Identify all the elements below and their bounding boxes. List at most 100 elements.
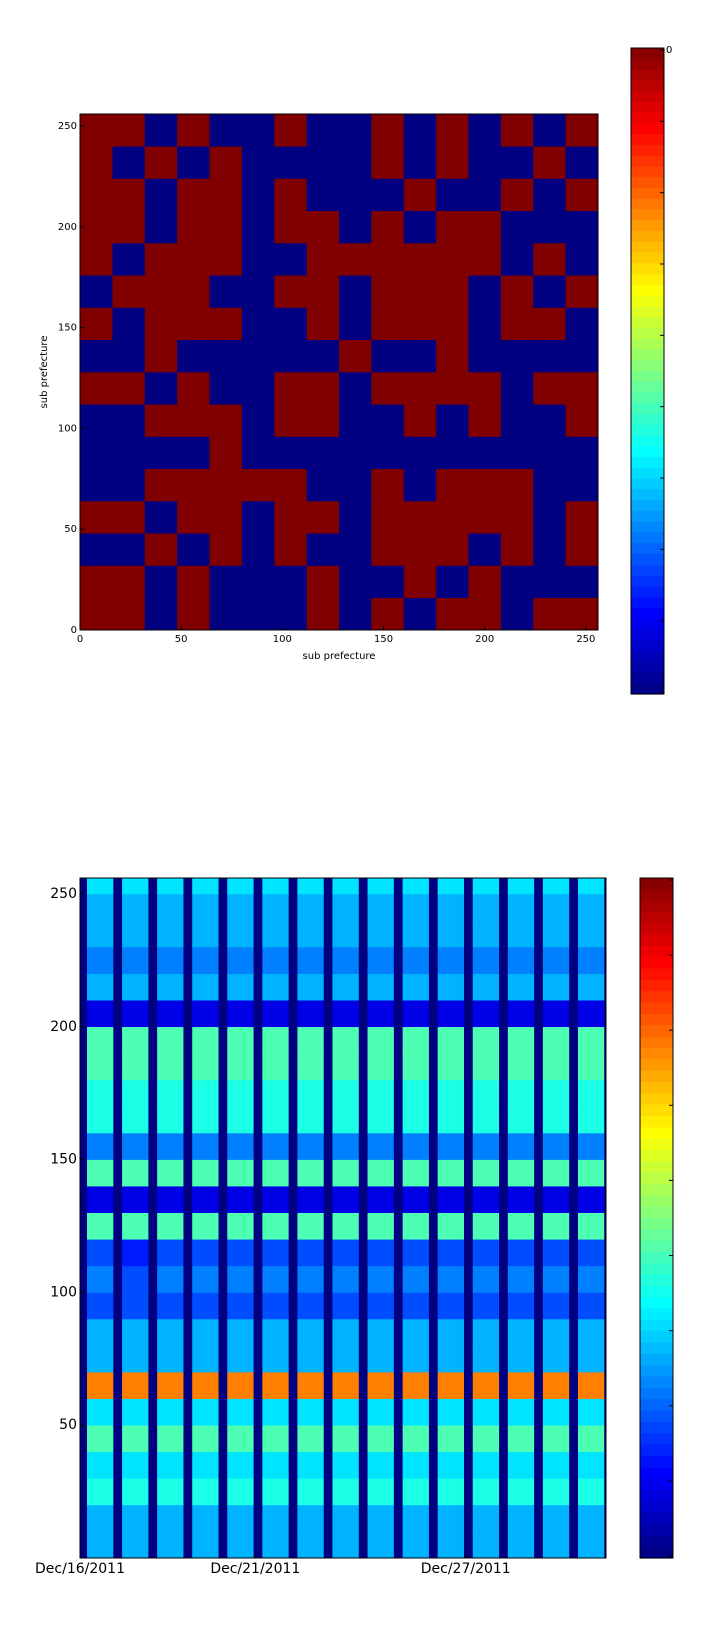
heat-cell (542, 1318, 570, 1346)
heat-cell (80, 210, 113, 244)
heat-cell (241, 243, 275, 276)
heat-cell (437, 973, 464, 1001)
colorbar-segment (631, 392, 664, 404)
heat-cell (227, 1159, 254, 1187)
heat-cell (262, 1478, 289, 1506)
heat-cell (371, 243, 405, 276)
colorbar-segment (631, 640, 664, 652)
heat-cell (403, 114, 437, 147)
heat-cell (192, 1106, 219, 1134)
colorbar-segment (640, 1070, 673, 1083)
heat-cell (367, 1318, 394, 1346)
heat-cell (565, 372, 599, 405)
colorbar-segment (640, 1240, 673, 1253)
heat-cell (227, 893, 254, 921)
y-tick-label: 0 (71, 625, 77, 636)
heat-cell (542, 1026, 570, 1054)
colorbar-segment (631, 48, 664, 60)
heat-cell (402, 920, 429, 948)
heat-cell (192, 1345, 219, 1373)
heat-cell (577, 1504, 605, 1532)
heat-cell (367, 1106, 394, 1134)
heat-cell (87, 893, 114, 921)
heat-cell (112, 210, 146, 244)
heat-cell (262, 973, 289, 1001)
heat-cell (437, 878, 464, 895)
heat-cell (209, 436, 243, 470)
heat-cell (472, 1504, 500, 1532)
heat-cell (403, 533, 437, 566)
heat-cell (332, 1425, 359, 1453)
heat-cell (542, 1159, 570, 1187)
heat-cell (403, 178, 437, 212)
heat-cell (297, 1451, 324, 1479)
colorbar-segment (631, 295, 664, 307)
colorbar-segment (631, 457, 664, 469)
colorbar-segment (631, 274, 664, 286)
heat-cell (437, 1425, 464, 1453)
heat-cell (332, 1079, 359, 1107)
heat-cell (437, 947, 464, 974)
heat-cell (507, 1372, 535, 1399)
heat-cell (533, 339, 566, 373)
heat-cell (122, 1159, 149, 1187)
colorbar-segment (640, 1150, 673, 1162)
heat-cell (339, 339, 372, 373)
heat-cell (367, 1212, 394, 1240)
heat-cell (402, 1186, 429, 1213)
colorbar-segment (640, 1354, 673, 1366)
heat-cell (507, 1186, 535, 1213)
heat-cell (262, 878, 289, 895)
heat-cell (403, 468, 437, 502)
heat-cell (437, 1398, 464, 1426)
heat-cell (177, 372, 210, 405)
heat-cell (177, 146, 210, 179)
heat-cell (144, 275, 178, 308)
colorbar-segment (631, 58, 664, 71)
heat-cell (472, 1079, 500, 1107)
heat-cell (274, 597, 307, 631)
heat-cell (367, 1292, 394, 1320)
heat-cell (297, 1265, 324, 1293)
heat-cell (577, 1026, 605, 1054)
heat-cell (542, 1478, 570, 1506)
heat-cell (565, 436, 599, 470)
heat-cell (371, 210, 405, 244)
heat-cell (577, 1451, 605, 1479)
heat-cell (468, 243, 502, 276)
heat-cell (507, 920, 535, 948)
heat-cell (533, 565, 566, 599)
heat-cell (262, 1451, 289, 1479)
heat-cell (274, 339, 307, 373)
heat-cell (533, 210, 566, 244)
heat-cell (87, 947, 114, 974)
colorbar-segment (640, 968, 673, 981)
heat-cell (507, 1000, 535, 1028)
heat-cell (122, 1504, 149, 1532)
heat-cell (577, 1079, 605, 1107)
heat-cell (297, 1079, 324, 1107)
heat-cell (402, 1425, 429, 1453)
heat-cell (500, 468, 534, 502)
heat-cell (192, 947, 219, 974)
heat-cell (577, 878, 605, 895)
heat-cell (122, 1106, 149, 1134)
heat-cell (192, 1053, 219, 1081)
colorbar-segment (640, 1116, 673, 1128)
heat-cell (403, 597, 437, 631)
heat-cell (577, 1053, 605, 1081)
colorbar-segment (631, 500, 664, 512)
colorbar-segment (631, 134, 664, 146)
heat-cell (402, 878, 429, 895)
heat-cell (157, 1345, 184, 1373)
heat-cell (436, 243, 469, 276)
x-tick-label: 150 (374, 634, 393, 645)
heat-cell (274, 210, 307, 244)
heat-cell (306, 436, 340, 470)
heat-cell (80, 404, 113, 437)
heat-cell (542, 1425, 570, 1453)
heat-cell (468, 275, 502, 308)
heat-cell (262, 1345, 289, 1373)
heat-cell (332, 947, 359, 974)
colorbar-segment (640, 1308, 673, 1321)
